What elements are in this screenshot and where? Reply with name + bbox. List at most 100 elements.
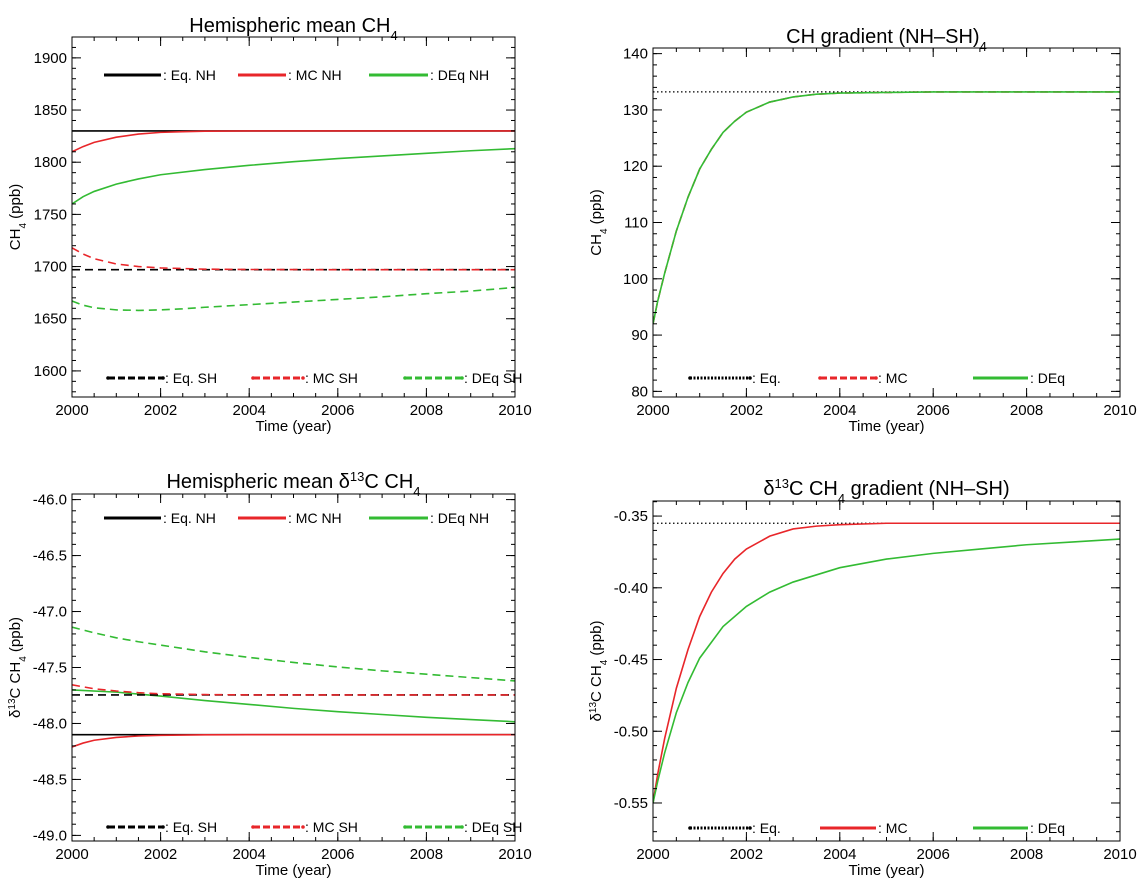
legend-marker	[748, 376, 752, 380]
series-group	[72, 130, 515, 312]
x-tick-label: 2000	[636, 402, 669, 419]
chart-panel-3: 2000 2002 2004 2006 2008 2010 -49.0 -48.5 -48.0 -…	[7, 469, 532, 880]
x-tick-label: 2002	[730, 402, 763, 419]
plot-frame	[652, 47, 1121, 398]
x-tick-label: 2010	[1103, 846, 1136, 863]
chart-panel-1: 2000 2002 2004 2006 2008 2010 1600 1650 1700 1750…	[7, 15, 532, 435]
legend-marker	[460, 825, 464, 829]
plot-frame	[71, 493, 516, 842]
y-tick-label: -0.35	[614, 508, 648, 525]
legend-label: : Eq. NH	[163, 67, 216, 83]
y-tick-label: 100	[623, 271, 648, 288]
legend-item: : Eq.	[688, 370, 781, 386]
legend-label: : MC SH	[305, 819, 358, 835]
y-tick-label: 1800	[34, 154, 67, 171]
y-tick-label: -49.0	[33, 827, 67, 844]
x-tick-label: 2002	[144, 846, 177, 863]
x-tick-label: 2008	[1010, 846, 1043, 863]
y-tick-label: -0.50	[614, 723, 648, 740]
x-tick-label: 2002	[730, 846, 763, 863]
legend-item: : DEq SH	[403, 819, 522, 835]
x-tick-label: 2008	[410, 846, 443, 863]
series-group	[653, 522, 1120, 804]
y-tick-label: -0.55	[614, 795, 648, 812]
legend-label: : MC NH	[288, 67, 342, 83]
y-axis-label: CH4 (ppb)	[588, 189, 610, 255]
legend-marker	[748, 826, 752, 830]
series-line-6	[72, 286, 515, 312]
x-tick-label: 2006	[917, 846, 950, 863]
y-tick-label: 140	[623, 46, 648, 63]
series-line-5	[72, 247, 515, 271]
legend-label: : DEq NH	[430, 510, 489, 526]
y-tick-label: 1850	[34, 102, 67, 119]
x-tick-label: 2010	[1103, 402, 1136, 419]
legend-marker	[874, 376, 878, 380]
legend-label: : Eq.	[752, 820, 781, 836]
legend: : Eq. NH : MC NH : DEq NH : Eq. SH : MC SH : …	[104, 67, 522, 386]
y-tick-label: -0.45	[614, 652, 648, 669]
y-tick-label: 1650	[34, 311, 67, 328]
x-tick-label: 2006	[917, 402, 950, 419]
legend-label: : Eq. SH	[165, 819, 217, 835]
legend-item: : MC NH	[238, 67, 342, 83]
series-group	[653, 91, 1120, 324]
legend-label: : MC	[878, 820, 908, 836]
legend-item: : DEq	[973, 370, 1065, 386]
y-tick-label: -46.5	[33, 548, 67, 565]
x-tick-label: 2006	[321, 846, 354, 863]
x-axis-label: Time (year)	[848, 418, 924, 435]
y-tick-label: -46.0	[33, 492, 67, 509]
legend-item: : Eq. NH	[104, 67, 216, 83]
y-tick-label: -0.40	[614, 580, 648, 597]
x-tick-label: 2004	[823, 846, 856, 863]
y-axis-label: δ13C CH4 (ppb)	[7, 617, 29, 718]
series-line-3	[72, 147, 515, 205]
legend-item: : MC SH	[251, 819, 358, 835]
legend-marker	[403, 825, 407, 829]
legend-marker	[688, 826, 692, 830]
legend-marker	[251, 376, 255, 380]
legend-label: : Eq.	[752, 370, 781, 386]
legend-marker	[106, 376, 110, 380]
legend-item: : Eq. NH	[104, 510, 216, 526]
plot-frame	[652, 500, 1121, 842]
legend-item: : DEq NH	[369, 67, 489, 83]
legend-item: : DEq SH	[403, 370, 522, 386]
chart-title: Hemispheric mean CH4	[189, 15, 397, 43]
series-line-3	[653, 538, 1120, 804]
legend-marker	[161, 825, 165, 829]
y-axis-label: CH4 (ppb)	[7, 184, 29, 250]
y-tick-label: -48.5	[33, 771, 67, 788]
legend-label: : DEq SH	[464, 370, 522, 386]
series-line-2	[653, 91, 1120, 324]
legend-label: : DEq	[1030, 820, 1065, 836]
legend-item: : MC SH	[251, 370, 358, 386]
chart-title: δ13C CH4 gradient (NH–SH)	[763, 476, 1009, 506]
y-tick-label: 1750	[34, 206, 67, 223]
legend-item: : DEq NH	[369, 510, 489, 526]
legend-marker	[301, 376, 305, 380]
x-tick-label: 2010	[498, 402, 531, 419]
legend: : Eq. : MC : DEq	[688, 370, 1065, 386]
legend-marker	[106, 825, 110, 829]
x-axis-label: Time (year)	[848, 862, 924, 879]
legend-label: : Eq. SH	[165, 370, 217, 386]
series-group	[72, 626, 515, 748]
y-tick-label: 80	[631, 383, 648, 400]
legend: : Eq. NH: MC NH: DEq NH: Eq. SH: MC SH: …	[104, 510, 522, 835]
y-tick-label: -48.0	[33, 715, 67, 732]
legend-marker	[301, 825, 305, 829]
x-axis-label: Time (year)	[255, 862, 331, 879]
series-line-5	[72, 684, 515, 696]
legend-label: : DEq	[1030, 370, 1065, 386]
legend-marker	[251, 825, 255, 829]
legend-label: : MC	[878, 370, 908, 386]
legend-item: : Eq. SH	[106, 819, 217, 835]
series-line-3	[72, 689, 515, 723]
x-axis-label: Time (year)	[255, 418, 331, 435]
chart-title: Hemispheric mean δ13C CH4	[166, 469, 420, 499]
x-tick-label: 2000	[55, 846, 88, 863]
x-tick-label: 2006	[321, 402, 354, 419]
